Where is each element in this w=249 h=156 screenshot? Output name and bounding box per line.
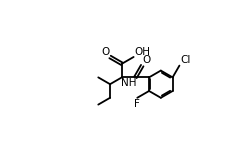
Text: F: F — [133, 99, 139, 109]
Text: OH: OH — [134, 47, 150, 57]
Text: Cl: Cl — [180, 55, 190, 65]
Text: NH: NH — [121, 78, 136, 88]
Text: O: O — [101, 47, 109, 57]
Text: O: O — [143, 55, 151, 65]
